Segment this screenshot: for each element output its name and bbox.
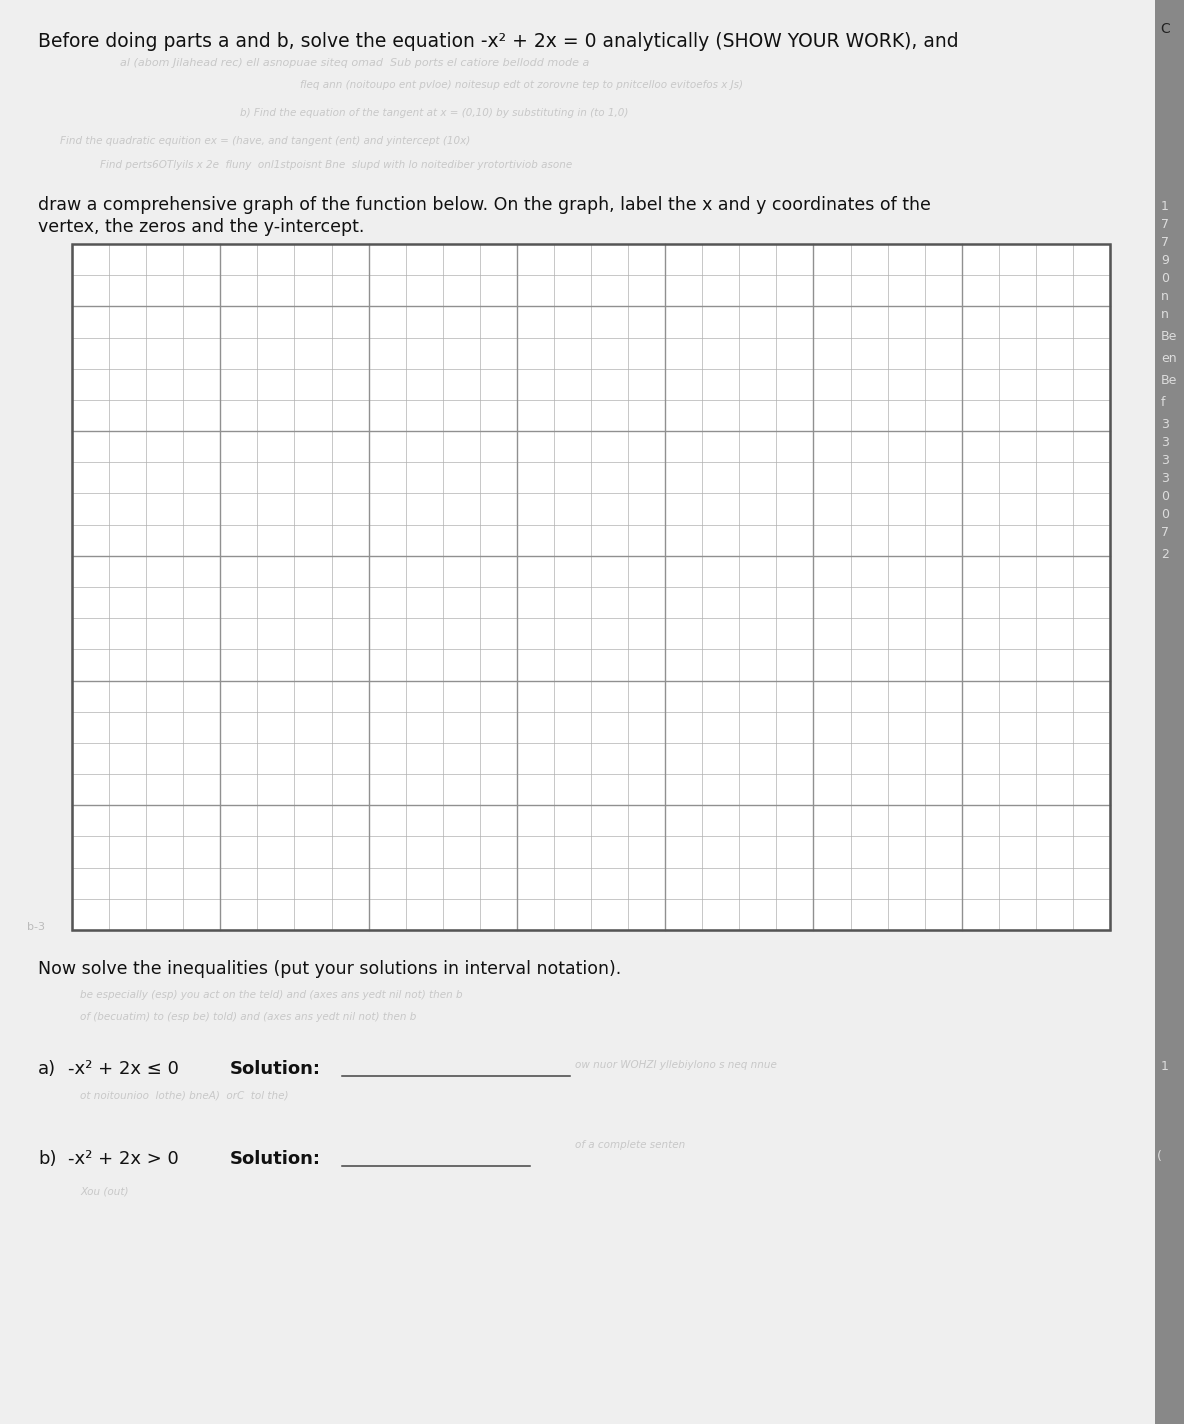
Text: b) Find the equation of the tangent at x = (0,10) by substituting in (to 1,0): b) Find the equation of the tangent at x…	[240, 108, 629, 118]
Text: b-3: b-3	[27, 921, 45, 931]
Text: 1: 1	[1162, 199, 1169, 214]
Text: (: (	[1157, 1151, 1162, 1163]
Text: 7: 7	[1162, 218, 1169, 231]
Bar	[72, 244, 1111, 930]
Bar	[1156, 0, 1184, 1424]
Text: Solution:: Solution:	[230, 1059, 321, 1078]
Text: Xou (out): Xou (out)	[81, 1186, 129, 1196]
Text: of a complete senten: of a complete senten	[575, 1141, 686, 1151]
Text: n: n	[1162, 290, 1169, 303]
Text: 1: 1	[1162, 1059, 1169, 1074]
Text: n: n	[1162, 308, 1169, 320]
Text: f: f	[1162, 396, 1165, 409]
Text: 3: 3	[1162, 471, 1169, 486]
Text: Be: Be	[1162, 375, 1177, 387]
Bar	[72, 244, 1111, 930]
Text: 3: 3	[1162, 419, 1169, 431]
Text: b): b)	[38, 1151, 57, 1168]
Text: 2: 2	[1162, 548, 1169, 561]
Text: 3: 3	[1162, 436, 1169, 449]
Text: en: en	[1162, 352, 1177, 365]
Text: Be: Be	[1162, 330, 1177, 343]
Text: ow nuor WOHZI yllebiylono s neq nnue: ow nuor WOHZI yllebiylono s neq nnue	[575, 1059, 777, 1069]
Text: 0: 0	[1162, 490, 1169, 503]
Text: 7: 7	[1162, 525, 1169, 540]
Text: Find perts6OTlyils x 2e  fluny  onl1stpoisnt Bne  slupd with lo noitediber yroto: Find perts6OTlyils x 2e fluny onl1stpois…	[99, 159, 572, 169]
Text: vertex, the zeros and the y-intercept.: vertex, the zeros and the y-intercept.	[38, 218, 365, 236]
Text: fleq ann (noitoupo ent pvloe) noitesup edt ot zorovne tep to pnitcelloo evitoefo: fleq ann (noitoupo ent pvloe) noitesup e…	[300, 80, 744, 90]
Text: Find the quadratic equition ex = (have, and tangent (ent) and yintercept (10x): Find the quadratic equition ex = (have, …	[60, 137, 470, 147]
Text: -x² + 2x > 0: -x² + 2x > 0	[67, 1151, 179, 1168]
Text: a): a)	[38, 1059, 56, 1078]
Text: ot noitounioo  lothe) bneA)  orC  tol the): ot noitounioo lothe) bneA) orC tol the)	[81, 1089, 289, 1099]
Text: -x² + 2x ≤ 0: -x² + 2x ≤ 0	[67, 1059, 179, 1078]
Text: draw a comprehensive graph of the function below. On the graph, label the x and : draw a comprehensive graph of the functi…	[38, 197, 931, 214]
Text: Before doing parts a and b, solve the equation -x² + 2x = 0 analytically (SHOW Y: Before doing parts a and b, solve the eq…	[38, 31, 959, 51]
Text: Now solve the inequalities (put your solutions in interval notation).: Now solve the inequalities (put your sol…	[38, 960, 622, 978]
Text: be especially (esp) you act on the teld) and (axes ans yedt nil not) then b: be especially (esp) you act on the teld)…	[81, 990, 463, 1000]
Text: 7: 7	[1162, 236, 1169, 249]
Text: 3: 3	[1162, 454, 1169, 467]
Text: Solution:: Solution:	[230, 1151, 321, 1168]
Text: al (abom Jilahead rec) ell asnopuae siteq omad  Sub ports el catiore bellodd mod: al (abom Jilahead rec) ell asnopuae site…	[120, 58, 590, 68]
Text: 0: 0	[1162, 508, 1169, 521]
Text: C: C	[1160, 21, 1170, 36]
Text: 9: 9	[1162, 253, 1169, 268]
Text: of (becuatim) to (esp be) told) and (axes ans yedt nil not) then b: of (becuatim) to (esp be) told) and (axe…	[81, 1012, 417, 1022]
Text: 0: 0	[1162, 272, 1169, 285]
